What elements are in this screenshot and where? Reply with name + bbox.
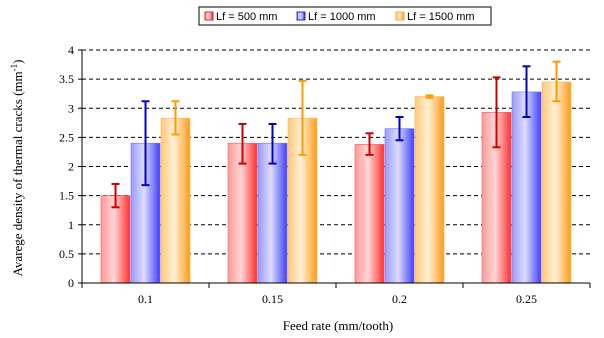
x-axis-label: Feed rate (mm/tooth) bbox=[283, 318, 393, 333]
bars bbox=[100, 81, 572, 284]
x-tick-label: 0.25 bbox=[516, 292, 537, 306]
y-tick-label: 3.5 bbox=[59, 72, 74, 86]
y-tick-label: 3 bbox=[68, 101, 74, 115]
y-tick-label: 0 bbox=[68, 276, 74, 290]
bar bbox=[511, 91, 542, 284]
y-tick-label: 1.5 bbox=[59, 189, 74, 203]
y-tick-label: 4 bbox=[68, 43, 74, 57]
y-axis-label: Avarege density of thermal cracks (mm-1) bbox=[9, 60, 25, 277]
y-tick-label: 2.5 bbox=[59, 130, 74, 144]
bar bbox=[414, 96, 445, 284]
legend-label: Lf = 1000 mm bbox=[308, 11, 376, 23]
x-tick-label: 0.15 bbox=[262, 292, 283, 306]
legend: Lf = 500 mm Lf = 1000 mm Lf = 1500 mm bbox=[198, 6, 492, 26]
bar bbox=[384, 128, 415, 284]
legend-label: Lf = 500 mm bbox=[216, 11, 277, 23]
legend-swatch bbox=[296, 11, 306, 21]
x-tick-label: 0.2 bbox=[392, 292, 407, 306]
y-axis-label-close: ) bbox=[10, 60, 25, 64]
y-axis-label-superscript: -1 bbox=[9, 64, 19, 72]
legend-swatch bbox=[395, 11, 405, 21]
error-bars bbox=[111, 60, 561, 209]
bar bbox=[160, 117, 191, 284]
y-tick-label: 0.5 bbox=[59, 247, 74, 261]
y-tick-label: 2 bbox=[68, 160, 74, 174]
bar bbox=[257, 142, 288, 284]
axes: 0 0.5 1 1.5 2 2.5 3 3.5 4 0.1 0.15 0.2 0.25 bbox=[59, 43, 591, 306]
legend-box bbox=[198, 6, 492, 26]
x-tick-label: 0.1 bbox=[138, 292, 153, 306]
legend-swatch bbox=[204, 11, 214, 21]
legend-label: Lf = 1500 mm bbox=[407, 11, 475, 23]
bar bbox=[541, 81, 572, 284]
y-tick-label: 1 bbox=[68, 218, 74, 232]
bar bbox=[354, 144, 385, 284]
bar bbox=[227, 142, 258, 284]
y-axis-label-main: Avarege density of thermal cracks (mm bbox=[10, 71, 25, 276]
bar bbox=[100, 195, 131, 284]
